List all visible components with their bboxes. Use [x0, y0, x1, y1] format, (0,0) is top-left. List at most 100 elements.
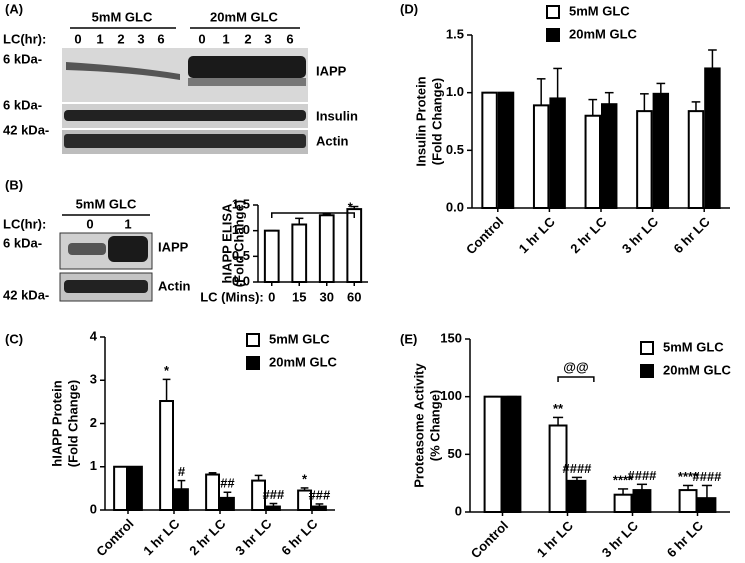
- y-tick-label: 0.5: [446, 142, 464, 157]
- annotation: ###: [263, 487, 285, 502]
- x-tick-label: 0: [268, 289, 275, 304]
- x-tick-label: 60: [347, 289, 361, 304]
- y-tick-label: 50: [448, 446, 462, 461]
- protein-label: Insulin: [316, 108, 358, 123]
- bar: [502, 395, 522, 513]
- lane-label: 2: [117, 31, 124, 46]
- bar: [567, 479, 587, 513]
- y-tick-label: 3: [90, 372, 97, 387]
- bar: [687, 110, 705, 209]
- bar: [113, 465, 129, 511]
- legend-swatch: [640, 364, 654, 378]
- size-label: 6 kDa-: [3, 51, 42, 66]
- legend-swatch: [246, 356, 260, 370]
- x-tick-label: Control: [93, 516, 136, 559]
- y-axis-label: (% Change): [427, 390, 442, 462]
- y-tick-label: 1.5: [446, 26, 464, 41]
- legend-swatch: [546, 5, 560, 19]
- x-tick-label: 6 hr LC: [670, 214, 713, 257]
- y-tick-label: 0.5: [232, 248, 250, 263]
- bar: [601, 103, 618, 209]
- bar: [704, 67, 721, 209]
- y-axis-label: hIAPP ELISA: [219, 203, 234, 284]
- lane-label: 0: [198, 31, 205, 46]
- lane-label: 6: [157, 31, 164, 46]
- blot-actin: [62, 130, 308, 154]
- size-label: 6 kDa-: [3, 235, 42, 250]
- bar: [497, 91, 515, 209]
- bar: [549, 97, 566, 209]
- lane-label: 1: [96, 31, 103, 46]
- legend-label: 20mM GLC: [663, 362, 732, 377]
- annotation: ####: [562, 461, 592, 476]
- blot-actin: [59, 272, 153, 302]
- lane-label: 2: [244, 31, 251, 46]
- annotation: #: [178, 464, 186, 479]
- panel-label: (B): [5, 177, 23, 192]
- bar: [632, 489, 652, 514]
- annotation: *: [302, 471, 308, 486]
- x-tick-label: 30: [320, 289, 334, 304]
- protein-label: Actin: [158, 278, 191, 293]
- bar: [697, 497, 717, 514]
- y-tick-label: 0: [90, 501, 97, 516]
- bar: [159, 400, 174, 512]
- annotation: ###: [309, 487, 331, 502]
- bracket: [271, 212, 355, 218]
- x-tick-label: 1 hr LC: [140, 516, 183, 559]
- size-label: 6 kDa-: [3, 97, 42, 112]
- y-axis-label: Proteasome Activity: [411, 362, 426, 487]
- y-tick-label: 1.0: [232, 222, 250, 237]
- lc-label: LC(hr):: [3, 216, 46, 231]
- bar: [652, 92, 670, 209]
- group-label: 20mM GLC: [210, 9, 279, 24]
- bar: [205, 473, 220, 512]
- y-tick-label: 1: [90, 458, 97, 473]
- blot-insulin: [62, 104, 308, 128]
- y-tick-label: 0.0: [232, 273, 250, 288]
- bar: [291, 223, 308, 283]
- legend-swatch: [640, 341, 654, 355]
- bar: [584, 114, 602, 209]
- y-tick-label: 1.5: [232, 196, 250, 211]
- x-tick-label: 3 hr LC: [599, 518, 642, 561]
- x-tick-label: 3 hr LC: [232, 516, 275, 559]
- x-tick-label: 1 hr LC: [534, 518, 577, 561]
- annotation: ####: [627, 468, 657, 483]
- y-tick-label: 150: [440, 330, 462, 345]
- y-axis-label: hIAPP Protein: [49, 380, 64, 467]
- blot-iapp: [59, 232, 153, 270]
- x-tick-label: 3 hr LC: [619, 214, 662, 257]
- legend-label: 5mM GLC: [269, 331, 330, 346]
- lane-label: 1: [124, 216, 131, 231]
- panel-label: (D): [400, 1, 418, 16]
- panel-label: (A): [5, 1, 23, 16]
- bar: [532, 104, 550, 209]
- bar: [312, 505, 327, 512]
- bar: [266, 505, 281, 512]
- lane-label: 3: [137, 31, 144, 46]
- annotation: ####: [692, 469, 722, 484]
- y-axis-label: Insulin Protein: [413, 76, 428, 166]
- lc-label: LC(hr):: [3, 31, 46, 46]
- bracket: [557, 376, 595, 382]
- x-tick-label: 2 hr LC: [186, 516, 229, 559]
- panel-label: (E): [400, 331, 417, 346]
- x-tick-label: 1 hr LC: [516, 214, 559, 257]
- size-label: 42 kDa-: [3, 122, 49, 137]
- y-tick-label: 4: [90, 328, 98, 343]
- y-axis-label: (Fold Change): [65, 380, 80, 467]
- lane-label: 1: [222, 31, 229, 46]
- legend-swatch: [246, 333, 260, 347]
- legend-label: 20mM GLC: [269, 354, 338, 369]
- bar: [481, 91, 498, 209]
- y-tick-label: 1.0: [446, 84, 464, 99]
- x-tick-label: 15: [292, 289, 306, 304]
- bar: [636, 110, 653, 209]
- size-label: 42 kDa-: [3, 287, 49, 302]
- group-label: 5mM GLC: [92, 9, 153, 24]
- bar: [613, 493, 633, 514]
- bracket-label: *: [348, 199, 354, 214]
- bar: [220, 496, 235, 512]
